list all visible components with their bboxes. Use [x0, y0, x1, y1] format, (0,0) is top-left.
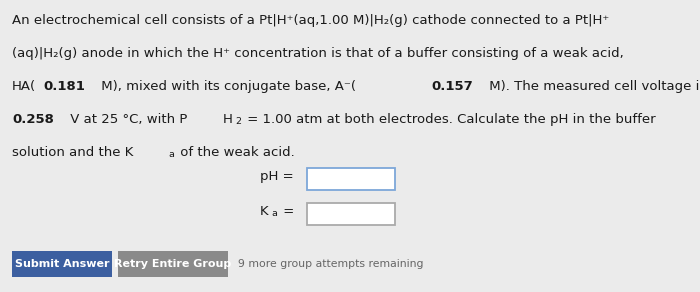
Text: (aq)|H₂(g) anode in which the H⁺ concentration is that of a buffer consisting of: (aq)|H₂(g) anode in which the H⁺ concent… — [12, 47, 624, 60]
Text: 0.258: 0.258 — [12, 113, 54, 126]
Text: M), mixed with its conjugate base, A⁻(: M), mixed with its conjugate base, A⁻( — [97, 80, 356, 93]
Text: HA(: HA( — [12, 80, 36, 93]
Text: 9 more group attempts remaining: 9 more group attempts remaining — [238, 259, 424, 269]
Text: pH =: pH = — [260, 170, 293, 183]
Text: M). The measured cell voltage is E°: M). The measured cell voltage is E° — [485, 80, 700, 93]
Text: = 1.00 atm at both electrodes. Calculate the pH in the buffer: = 1.00 atm at both electrodes. Calculate… — [243, 113, 656, 126]
FancyBboxPatch shape — [12, 251, 112, 277]
Text: K: K — [260, 205, 269, 218]
Text: =: = — [279, 205, 294, 218]
Text: 0.181: 0.181 — [43, 80, 85, 93]
Text: H: H — [223, 113, 232, 126]
Text: a: a — [169, 150, 174, 159]
Text: solution and the K: solution and the K — [12, 146, 134, 159]
Text: An electrochemical cell consists of a Pt|H⁺(aq,1.00 M)|H₂(g) cathode connected t: An electrochemical cell consists of a Pt… — [12, 14, 609, 27]
Text: of the weak acid.: of the weak acid. — [176, 146, 295, 159]
Text: V at 25 °C, with P: V at 25 °C, with P — [66, 113, 188, 126]
Text: Submit Answer: Submit Answer — [15, 259, 109, 269]
Text: 2: 2 — [235, 117, 241, 126]
FancyBboxPatch shape — [307, 203, 396, 225]
FancyBboxPatch shape — [118, 251, 228, 277]
Text: a: a — [271, 209, 277, 218]
Text: Retry Entire Group: Retry Entire Group — [114, 259, 232, 269]
Text: 0.157: 0.157 — [431, 80, 473, 93]
FancyBboxPatch shape — [307, 168, 396, 190]
